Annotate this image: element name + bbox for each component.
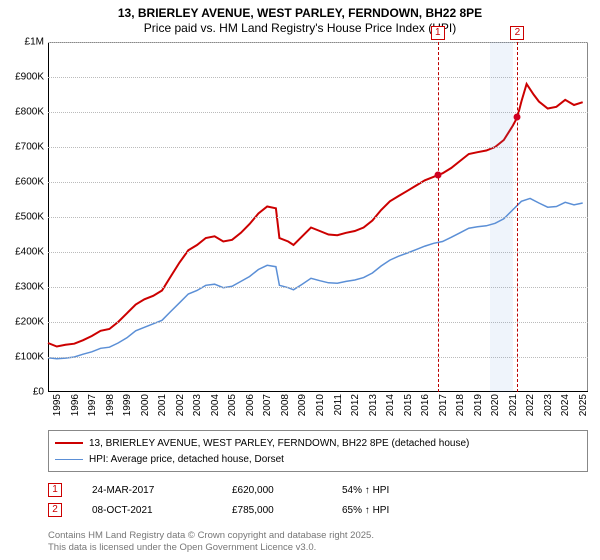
y-tick-label: £300K [0, 282, 44, 293]
x-tick-label: 2004 [210, 394, 221, 424]
legend-swatch [55, 442, 83, 444]
sale-vline [517, 42, 518, 392]
x-tick-label: 2000 [140, 394, 151, 424]
x-tick-label: 1998 [105, 394, 116, 424]
x-tick-label: 2015 [403, 394, 414, 424]
legend-row: 13, BRIERLEY AVENUE, WEST PARLEY, FERNDO… [55, 435, 581, 451]
attribution-line-1: Contains HM Land Registry data © Crown c… [48, 530, 374, 542]
x-tick-label: 2017 [438, 394, 449, 424]
x-tick-label: 2002 [175, 394, 186, 424]
x-tick-label: 2022 [525, 394, 536, 424]
sale-price: £620,000 [232, 485, 312, 496]
x-tick-label: 2019 [473, 394, 484, 424]
sale-price: £785,000 [232, 505, 312, 516]
title-line-2: Price paid vs. HM Land Registry's House … [10, 21, 590, 35]
x-tick-label: 2003 [192, 394, 203, 424]
title-line-1: 13, BRIERLEY AVENUE, WEST PARLEY, FERNDO… [10, 6, 590, 20]
sale-vline [438, 42, 439, 392]
x-tick-label: 2010 [315, 394, 326, 424]
sale-pct: 65% ↑ HPI [342, 505, 462, 516]
x-tick-label: 2011 [333, 394, 344, 424]
legend-and-sales: 13, BRIERLEY AVENUE, WEST PARLEY, FERNDO… [48, 430, 588, 520]
attribution-line-2: This data is licensed under the Open Gov… [48, 542, 374, 554]
sale-number-box: 1 [48, 483, 62, 497]
x-tick-label: 2009 [297, 394, 308, 424]
x-tick-label: 1999 [122, 394, 133, 424]
x-tick-label: 2008 [280, 394, 291, 424]
y-tick-label: £1M [0, 37, 44, 48]
x-tick-label: 2001 [157, 394, 168, 424]
x-tick-label: 1995 [52, 394, 63, 424]
y-tick-label: £700K [0, 142, 44, 153]
x-tick-label: 2012 [350, 394, 361, 424]
legend-label: 13, BRIERLEY AVENUE, WEST PARLEY, FERNDO… [89, 438, 469, 449]
legend-box: 13, BRIERLEY AVENUE, WEST PARLEY, FERNDO… [48, 430, 588, 472]
x-tick-label: 2024 [560, 394, 571, 424]
x-tick-label: 2014 [385, 394, 396, 424]
chart-plot-area: £0£100K£200K£300K£400K£500K£600K£700K£80… [48, 42, 588, 392]
x-tick-label: 2007 [262, 394, 273, 424]
y-tick-label: £100K [0, 352, 44, 363]
y-tick-label: £400K [0, 247, 44, 258]
shaded-band [490, 42, 513, 392]
attribution: Contains HM Land Registry data © Crown c… [48, 530, 374, 554]
legend-swatch [55, 459, 83, 460]
x-tick-label: 2025 [578, 394, 589, 424]
sale-marker-box: 2 [510, 26, 524, 40]
y-tick-label: £200K [0, 317, 44, 328]
x-tick-label: 2013 [368, 394, 379, 424]
x-tick-label: 2005 [227, 394, 238, 424]
y-tick-label: £800K [0, 107, 44, 118]
y-tick-label: £900K [0, 72, 44, 83]
x-tick-label: 2020 [490, 394, 501, 424]
sale-row: 2 08-OCT-2021 £785,000 65% ↑ HPI [48, 500, 588, 520]
sale-dot [434, 172, 441, 179]
x-tick-label: 1997 [87, 394, 98, 424]
sale-pct: 54% ↑ HPI [342, 485, 462, 496]
x-tick-label: 2016 [420, 394, 431, 424]
sale-marker-box: 1 [431, 26, 445, 40]
legend-row: HPI: Average price, detached house, Dors… [55, 451, 581, 467]
sale-date: 24-MAR-2017 [92, 485, 202, 496]
y-tick-label: £600K [0, 177, 44, 188]
x-tick-label: 2023 [543, 394, 554, 424]
x-tick-label: 2021 [508, 394, 519, 424]
sale-dot [514, 114, 521, 121]
y-tick-label: £500K [0, 212, 44, 223]
x-tick-label: 2006 [245, 394, 256, 424]
sales-table: 1 24-MAR-2017 £620,000 54% ↑ HPI 2 08-OCT-202… [48, 480, 588, 520]
sale-date: 08-OCT-2021 [92, 505, 202, 516]
sale-row: 1 24-MAR-2017 £620,000 54% ↑ HPI [48, 480, 588, 500]
y-tick-label: £0 [0, 387, 44, 398]
legend-label: HPI: Average price, detached house, Dors… [89, 454, 284, 465]
sale-number-box: 2 [48, 503, 62, 517]
x-tick-label: 1996 [70, 394, 81, 424]
x-tick-label: 2018 [455, 394, 466, 424]
